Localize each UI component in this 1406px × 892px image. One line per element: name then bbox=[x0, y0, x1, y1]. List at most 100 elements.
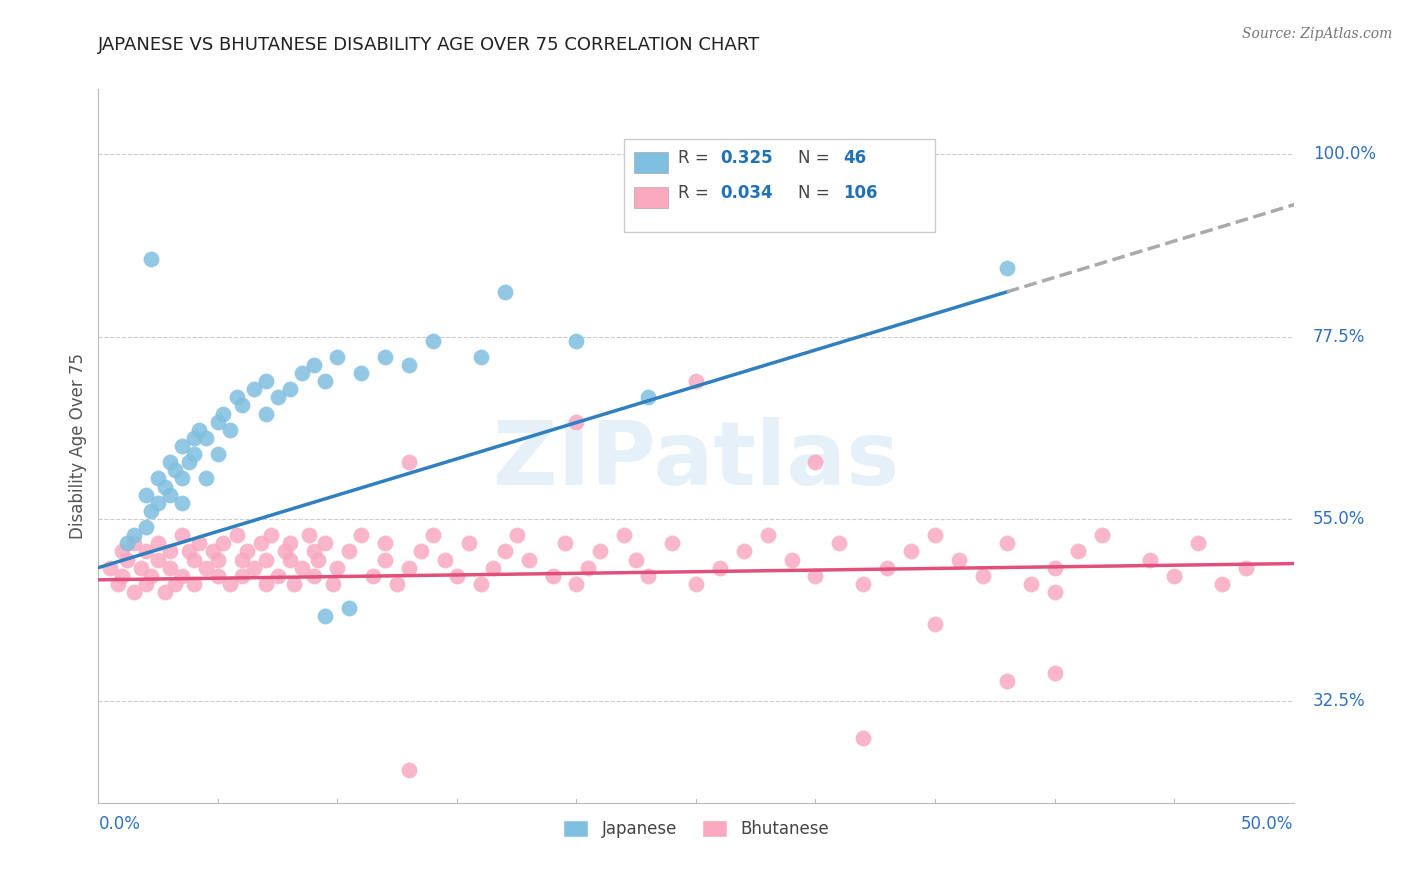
Point bbox=[685, 577, 707, 591]
Point bbox=[226, 390, 249, 404]
Point bbox=[322, 577, 344, 591]
Text: 32.5%: 32.5% bbox=[1313, 692, 1365, 710]
Point bbox=[637, 390, 659, 404]
Point bbox=[124, 585, 146, 599]
Point bbox=[135, 488, 157, 502]
Point bbox=[756, 528, 779, 542]
Point bbox=[207, 552, 229, 566]
Point bbox=[211, 407, 233, 421]
FancyBboxPatch shape bbox=[624, 139, 935, 232]
Point bbox=[115, 552, 138, 566]
Point bbox=[685, 374, 707, 388]
Point bbox=[98, 560, 122, 574]
Point bbox=[1043, 560, 1066, 574]
Point bbox=[254, 552, 277, 566]
Point bbox=[298, 528, 321, 542]
Text: R =: R = bbox=[678, 149, 714, 167]
Point bbox=[131, 560, 153, 574]
Point bbox=[733, 544, 755, 558]
Point bbox=[374, 552, 396, 566]
Point bbox=[828, 536, 851, 550]
Point bbox=[115, 536, 138, 550]
Point bbox=[852, 187, 875, 202]
Point bbox=[470, 577, 492, 591]
Point bbox=[267, 568, 290, 582]
Point bbox=[243, 382, 266, 396]
Point bbox=[565, 577, 588, 591]
Point bbox=[995, 674, 1018, 689]
Point bbox=[163, 577, 186, 591]
Point bbox=[139, 252, 162, 267]
Point bbox=[1187, 536, 1209, 550]
Point bbox=[852, 731, 875, 745]
Point bbox=[804, 568, 827, 582]
Point bbox=[565, 415, 588, 429]
Point bbox=[254, 407, 277, 421]
Text: 50.0%: 50.0% bbox=[1241, 815, 1294, 833]
Point bbox=[924, 528, 946, 542]
Point bbox=[339, 544, 361, 558]
Point bbox=[565, 334, 588, 348]
Point bbox=[315, 374, 337, 388]
Point bbox=[283, 577, 305, 591]
Point bbox=[207, 568, 229, 582]
Point bbox=[254, 374, 277, 388]
Point bbox=[183, 447, 205, 461]
Point bbox=[267, 390, 290, 404]
Text: Source: ZipAtlas.com: Source: ZipAtlas.com bbox=[1241, 27, 1392, 41]
Text: 100.0%: 100.0% bbox=[1313, 145, 1375, 163]
Point bbox=[135, 520, 157, 534]
Point bbox=[172, 496, 194, 510]
Point bbox=[172, 528, 194, 542]
Text: N =: N = bbox=[797, 185, 834, 202]
Point bbox=[187, 536, 209, 550]
Point bbox=[315, 609, 337, 624]
Point bbox=[135, 577, 157, 591]
Point bbox=[195, 560, 218, 574]
Point bbox=[148, 471, 170, 485]
Point bbox=[1043, 666, 1066, 681]
Point bbox=[363, 568, 385, 582]
Point bbox=[278, 552, 301, 566]
Point bbox=[183, 431, 205, 445]
Point bbox=[155, 585, 177, 599]
Point bbox=[374, 536, 396, 550]
Point bbox=[326, 350, 349, 364]
Point bbox=[554, 536, 576, 550]
Point bbox=[350, 366, 373, 380]
Point bbox=[250, 536, 273, 550]
Point bbox=[163, 463, 186, 477]
Point bbox=[315, 536, 337, 550]
Point bbox=[995, 260, 1018, 275]
Point bbox=[219, 577, 242, 591]
Point bbox=[470, 350, 492, 364]
Point bbox=[506, 528, 529, 542]
Point bbox=[124, 536, 146, 550]
Point bbox=[302, 568, 325, 582]
Point bbox=[326, 560, 349, 574]
Point bbox=[172, 568, 194, 582]
Point bbox=[780, 552, 803, 566]
Point bbox=[179, 455, 201, 469]
Point bbox=[159, 544, 181, 558]
Point bbox=[179, 544, 201, 558]
Point bbox=[339, 601, 361, 615]
Point bbox=[626, 552, 648, 566]
Point bbox=[398, 455, 420, 469]
Point bbox=[494, 544, 516, 558]
Point bbox=[211, 536, 233, 550]
Point bbox=[637, 568, 659, 582]
Point bbox=[172, 439, 194, 453]
Point bbox=[148, 496, 170, 510]
Point bbox=[876, 560, 898, 574]
Point bbox=[948, 552, 970, 566]
Point bbox=[111, 544, 134, 558]
Point bbox=[1019, 577, 1042, 591]
Point bbox=[124, 528, 146, 542]
Point bbox=[159, 455, 181, 469]
Point bbox=[350, 528, 373, 542]
Text: JAPANESE VS BHUTANESE DISABILITY AGE OVER 75 CORRELATION CHART: JAPANESE VS BHUTANESE DISABILITY AGE OVE… bbox=[98, 36, 761, 54]
Point bbox=[195, 431, 218, 445]
Point bbox=[422, 334, 444, 348]
Point bbox=[235, 544, 257, 558]
